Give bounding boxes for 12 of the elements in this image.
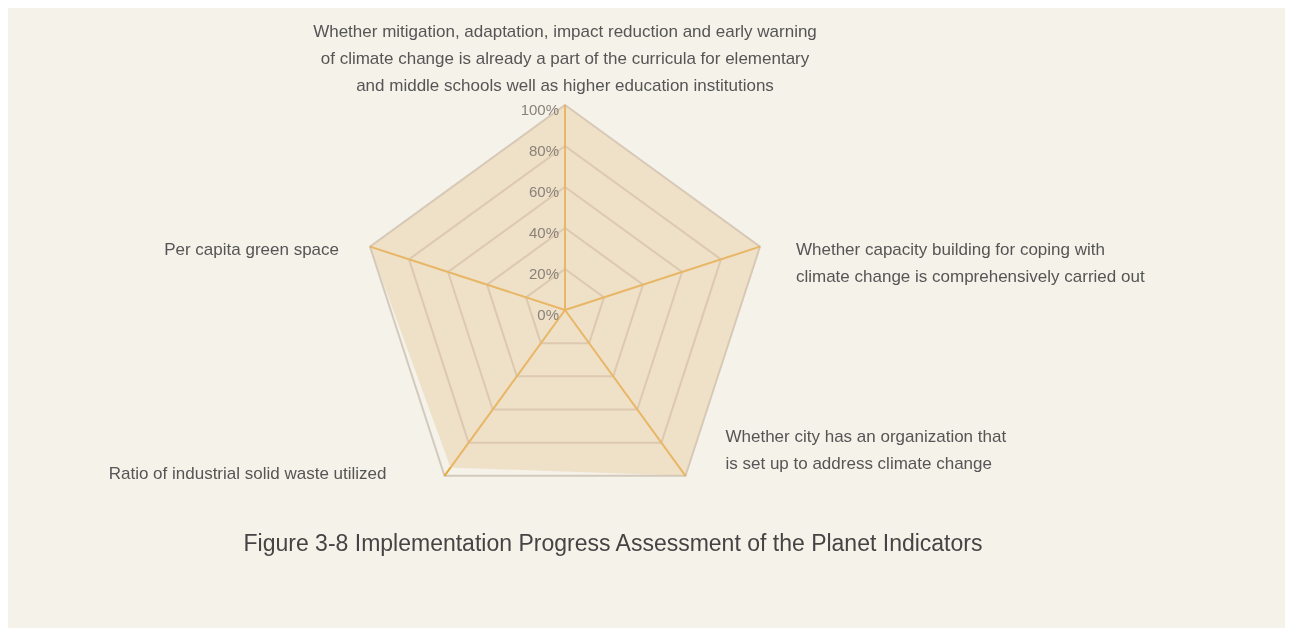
- y-tick-label: 60%: [528, 183, 559, 200]
- spoke-label: Per capita green space: [164, 239, 340, 259]
- spoke-label: Whether capacity building for coping with climate change is comprehensively carried out: [795, 239, 1145, 286]
- text: Figure 3-8 Implementation Progress Assessment of the Planet Indicators: [242, 530, 984, 557]
- spoke-label: Ratio of industrial solid waste utilized: [108, 463, 387, 483]
- y-tick-label: 20%: [528, 265, 559, 282]
- y-tick-label: 100%: [520, 101, 559, 118]
- y-tick-label: 80%: [528, 142, 559, 159]
- y-tick-label: 40%: [528, 224, 559, 241]
- spoke-label: Whether city has an organization that is set up to address climate change: [725, 426, 1007, 473]
- spoke-label: Whether mitigation, adaptation, impact reduction and early warning of climate change is already a part of the curricula for elementary and middle schools well as higher education institutions: [313, 22, 817, 95]
- y-tick-label: 0%: [537, 306, 559, 323]
